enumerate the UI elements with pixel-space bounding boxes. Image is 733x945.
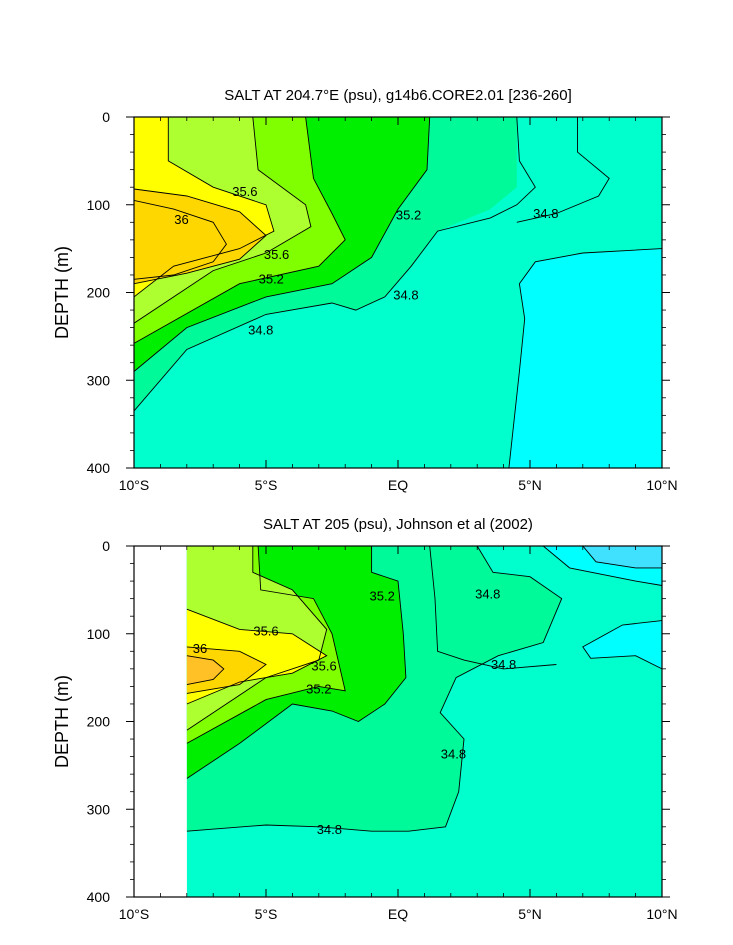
contour-label: 36: [174, 212, 188, 227]
y-tick-label: 0: [102, 538, 110, 554]
x-tick-label: 10°N: [646, 906, 677, 922]
contour-line: [134, 199, 227, 280]
y-axis-label: DEPTH (m): [52, 246, 72, 339]
contour-label: 35.6: [232, 184, 257, 199]
x-tick-label: EQ: [388, 477, 408, 493]
y-tick-label: 200: [87, 714, 111, 730]
contour-line: [186, 655, 225, 686]
x-tick-label: 10°N: [646, 477, 677, 493]
x-tick-label: 5°N: [518, 477, 542, 493]
contour-label: 35.6: [311, 659, 336, 674]
contour-line: [582, 546, 662, 569]
contour-line: [186, 546, 407, 779]
panel-observations: 35.6 36 35.6 35.2 35.2 34.8 34.8 34.8 34.8 10°S 5°…: [52, 516, 678, 922]
contour-label: 34.8: [393, 288, 418, 303]
contour-label: 34.8: [317, 822, 342, 837]
x-tick-label: 5°N: [518, 906, 542, 922]
y-axis-label: DEPTH (m): [52, 675, 72, 768]
contour-fills: [186, 546, 663, 897]
contour-label: 36: [193, 641, 207, 656]
x-tick-label: 5°S: [255, 477, 278, 493]
contour-line: [186, 646, 267, 694]
contour-line: [516, 117, 610, 223]
contour-band: [186, 646, 266, 694]
y-tick-label: 300: [87, 801, 111, 817]
contour-line: [429, 546, 557, 670]
contour-line: [134, 117, 312, 324]
contour-line: [134, 117, 275, 298]
contour-label: 34.8: [475, 587, 500, 602]
y-tick-label: 100: [87, 197, 111, 213]
chart-title: SALT AT 204.7°E (psu), g14b6.CORE2.01 [2…: [224, 87, 572, 104]
contour-label: 34.8: [491, 657, 516, 672]
chart-title: SALT AT 205 (psu), Johnson et al (2002): [263, 516, 533, 533]
y-tick-label: 0: [102, 109, 110, 125]
contour-line: [134, 117, 536, 412]
contour-band: [582, 620, 662, 669]
contour-label: 34.8: [248, 323, 273, 338]
contour-line: [542, 546, 663, 586]
contour-label: 34.8: [533, 206, 558, 221]
contour-line: [186, 546, 563, 832]
contour-line: [186, 546, 346, 744]
contour-band: [186, 655, 224, 685]
panel-model: 35.6 36 35.6 35.2 34.8 35.2 34.8 34.8 10°S 5°S EQ 5…: [52, 87, 678, 493]
y-tick-label: 400: [87, 460, 111, 476]
contour-band: [508, 248, 662, 468]
contour-label: 35.2: [370, 588, 395, 603]
x-tick-label: 10°S: [119, 906, 150, 922]
contour-label: 34.8: [441, 746, 466, 761]
contour-label: 35.2: [259, 272, 284, 287]
y-tick-label: 100: [87, 626, 111, 642]
contour-label: 35.2: [306, 681, 331, 696]
x-tick-label: 5°S: [255, 906, 278, 922]
y-tick-label: 300: [87, 372, 111, 388]
contour-line: [134, 117, 431, 372]
contour-line: [508, 248, 662, 468]
x-tick-label: EQ: [388, 906, 408, 922]
contour-line: [582, 620, 663, 670]
contour-label: 35.6: [253, 624, 278, 639]
contour-label: 35.2: [396, 208, 421, 223]
contour-line: [186, 608, 328, 705]
contour-band: [134, 189, 266, 284]
x-tick-label: 10°S: [119, 477, 150, 493]
contour-lines: [186, 546, 663, 832]
y-tick-label: 400: [87, 889, 111, 905]
contour-line: [134, 117, 346, 344]
contour-line: [134, 188, 267, 285]
contour-lines: [134, 117, 662, 468]
contour-label: 35.6: [264, 247, 289, 262]
y-tick-label: 200: [87, 285, 111, 301]
